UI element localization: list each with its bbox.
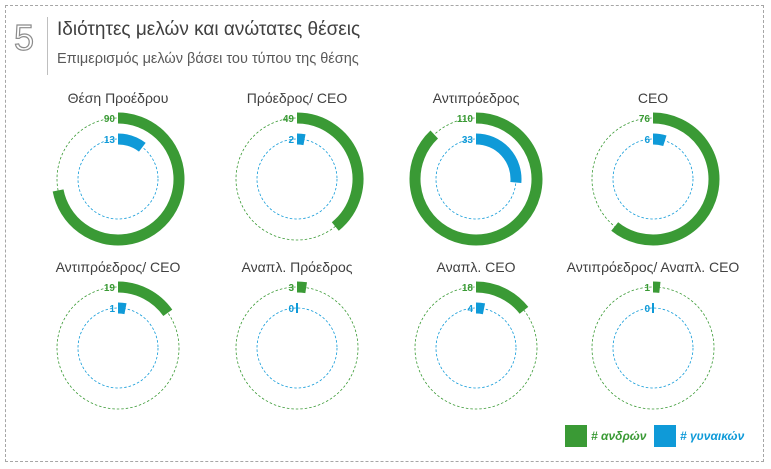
women-bar (296, 133, 306, 146)
inner-track (435, 307, 517, 389)
men-value-label: 110 (457, 114, 474, 125)
men-bar (296, 281, 307, 294)
men-value-label: 90 (104, 114, 116, 125)
men-value-label: 76 (639, 114, 651, 125)
inner-track (256, 138, 338, 220)
inner-track (612, 307, 694, 389)
women-bar (475, 302, 486, 315)
outer-track (235, 286, 359, 410)
women-value-label: 4 (467, 304, 473, 315)
outer-track (56, 286, 180, 410)
men-value-label: 18 (462, 283, 474, 294)
men-value-label: 3 (288, 283, 294, 294)
women-value-label: 6 (644, 135, 650, 146)
women-bar (475, 133, 522, 183)
women-value-label: 0 (644, 304, 650, 315)
chart-title: Θέση Προέδρου (67, 90, 169, 106)
men-bar (296, 112, 364, 231)
women-value-label: 0 (288, 304, 294, 315)
chart-title: Πρόεδρος/ CEO (246, 90, 348, 106)
legend-men-swatch (565, 425, 587, 447)
inner-track (77, 307, 159, 389)
women-bar (652, 133, 667, 147)
men-value-label: 1 (644, 283, 650, 294)
women-value-label: 2 (288, 135, 294, 146)
page-title: Ιδιότητες μελών και ανώτατες θέσεις (57, 19, 361, 40)
chart-title: Αντιπρόεδρος/ Αναπλ. CEO (566, 259, 740, 275)
legend-women-label: # γυναικών (680, 429, 745, 443)
legend-men-label: # ανδρών (591, 429, 647, 443)
women-bar (117, 133, 146, 152)
inner-track (77, 138, 159, 220)
men-value-label: 19 (104, 283, 116, 294)
inner-track (612, 138, 694, 220)
outer-track (414, 286, 538, 410)
men-bar (475, 281, 529, 314)
women-value-label: 1 (109, 304, 115, 315)
women-bar (117, 302, 127, 315)
women-value-label: 13 (104, 135, 116, 146)
outer-track (591, 286, 715, 410)
men-value-label: 49 (283, 114, 295, 125)
men-bar (52, 112, 185, 246)
section-number: 5 (13, 17, 35, 58)
legend-women-swatch (654, 425, 676, 447)
title-divider (47, 17, 48, 75)
panel-frame (5, 5, 764, 462)
men-bar (611, 112, 720, 246)
chart-title: Αντιπρόεδρος/ CEO (55, 259, 181, 275)
men-bar (117, 281, 173, 317)
chart-title: Αντιπρόεδρος (432, 90, 520, 106)
chart-title: Αναπλ. Πρόεδρος (241, 259, 353, 275)
chart-title: CEO (637, 90, 669, 106)
men-bar (409, 112, 543, 246)
page-subtitle: Επιμερισμός μελών βάσει του τύπου της θέ… (57, 51, 359, 67)
women-value-label: 33 (462, 135, 474, 146)
inner-track (256, 307, 338, 389)
chart-title: Αναπλ. CEO (436, 259, 516, 275)
